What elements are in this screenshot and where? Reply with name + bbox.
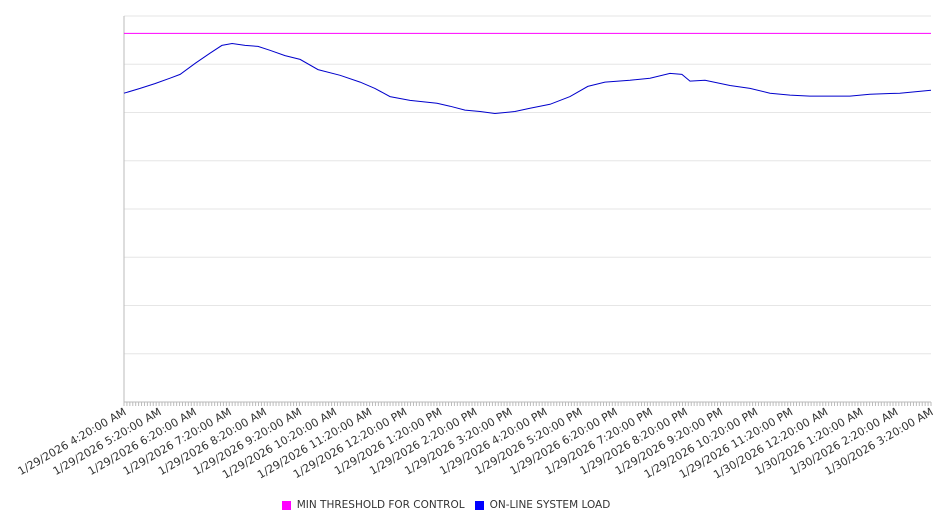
gridlines: [124, 15, 931, 403]
legend-item-threshold[interactable]: MIN THRESHOLD FOR CONTROL: [281, 499, 465, 511]
legend: MIN THRESHOLD FOR CONTROL ON-LINE SYSTEM…: [0, 499, 892, 511]
x-axis-labels: 1/29/2026 4:20:00 AM1/29/2026 5:20:00 AM…: [16, 405, 936, 481]
system-load-line: [123, 42, 932, 115]
legend-label: MIN THRESHOLD FOR CONTROL: [296, 499, 465, 511]
series-lines: [123, 32, 932, 115]
legend-item-load[interactable]: ON-LINE SYSTEM LOAD: [474, 499, 611, 511]
x-axis-ticks: [123, 402, 932, 406]
legend-swatch-load: [474, 500, 484, 510]
legend-swatch-threshold: [281, 500, 291, 510]
legend-label: ON-LINE SYSTEM LOAD: [489, 499, 611, 511]
